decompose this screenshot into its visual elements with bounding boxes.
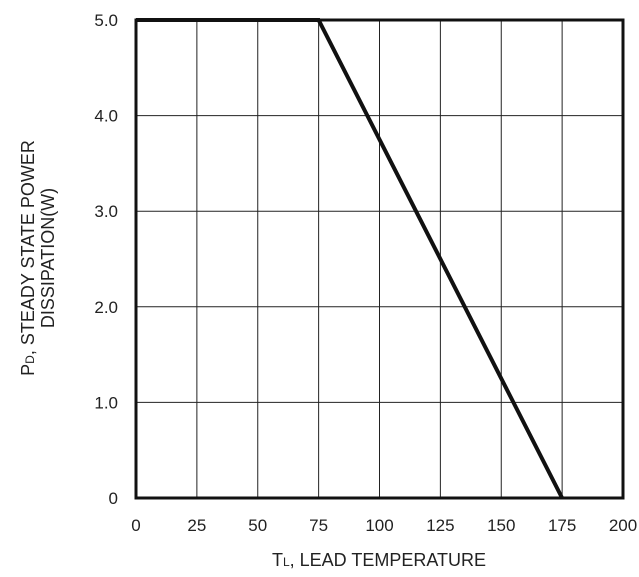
x-tick-label: 125 [426,516,454,535]
x-axis-label: TL, LEAD TEMPERATURE [272,550,486,570]
grid-lines [135,19,624,499]
y-axis-label-line2: DISSIPATION(W) [38,188,58,328]
x-tick-label: 50 [248,516,267,535]
y-axis-label-line1: PD, STEADY STATE POWER [18,140,38,376]
x-tick-label: 0 [131,516,140,535]
x-tick-label: 100 [365,516,393,535]
y-tick-label: 2.0 [94,298,118,317]
x-tick-label: 150 [487,516,515,535]
y-tick-label: 0 [109,489,118,508]
x-tick-label: 25 [187,516,206,535]
x-tick-label: 175 [548,516,576,535]
y-tick-label: 5.0 [94,11,118,30]
y-tick-label: 4.0 [94,107,118,126]
series-layer [136,18,564,499]
derating-curve-line [136,18,564,499]
y-tick-label: 3.0 [94,202,118,221]
y-axis-label: PD, STEADY STATE POWER DISSIPATION(W) [18,140,58,376]
y-tick-label: 1.0 [94,393,118,412]
x-tick-label: 75 [309,516,328,535]
plot-frame [134,18,625,500]
x-tick-label: 200 [609,516,637,535]
y-tick-labels: 0 1.0 2.0 3.0 4.0 5.0 [94,11,118,508]
x-tick-labels: 0 25 50 75 100 125 150 175 200 [131,516,637,535]
